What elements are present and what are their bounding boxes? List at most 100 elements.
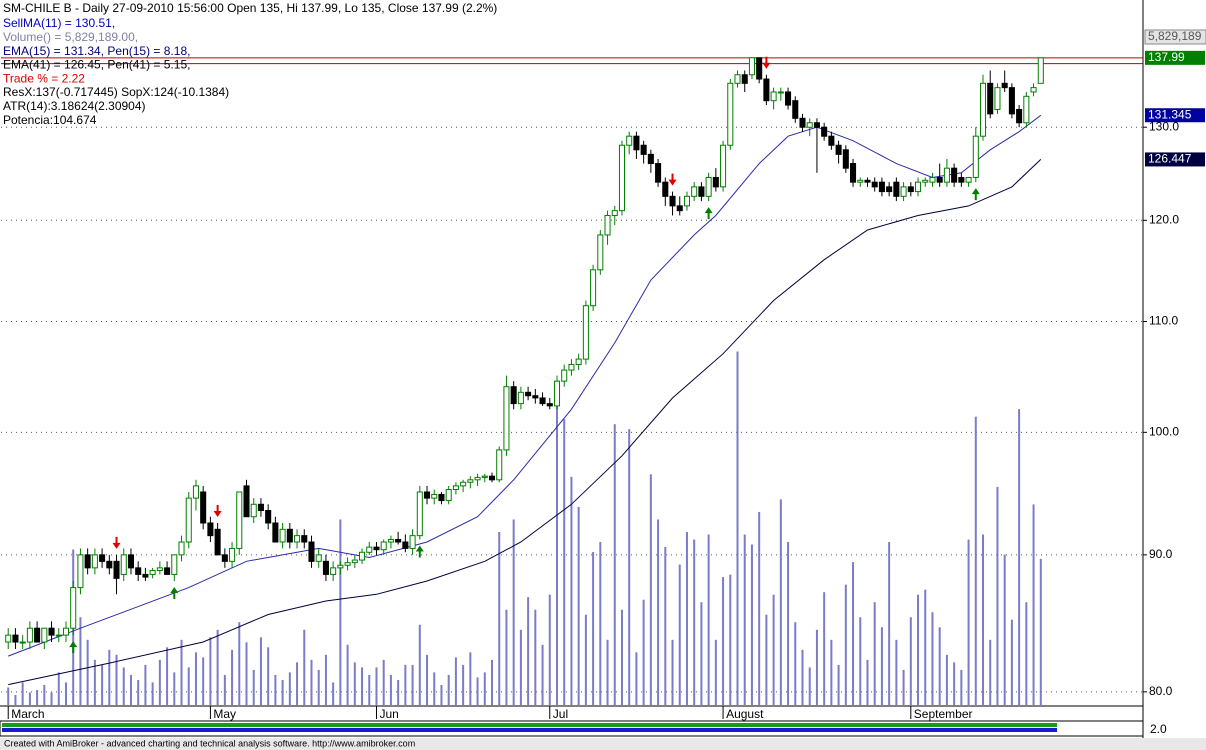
candle-body	[62, 627, 70, 636]
candle-body	[265, 509, 272, 524]
volume-bar	[772, 594, 775, 705]
candle-body	[871, 181, 878, 188]
candle-body	[640, 144, 647, 155]
volume-bar	[129, 674, 132, 705]
candle-body	[120, 554, 127, 575]
legend-entry: ATR(14):3.18624(2.30904)	[3, 99, 146, 113]
candle-body	[655, 163, 662, 183]
footer: Created with AmiBroker - advanced charti…	[4, 738, 415, 748]
volume-bar	[108, 649, 111, 705]
candle-body	[532, 395, 539, 399]
volume-bar	[281, 679, 284, 705]
candle-body	[770, 91, 777, 102]
volume-bar	[729, 574, 732, 705]
volume-bar	[548, 594, 551, 705]
sell-arrow	[213, 505, 222, 518]
volume-bar	[880, 627, 883, 705]
volume-bar	[14, 694, 17, 705]
buy-arrow	[69, 641, 78, 654]
candle-body	[741, 74, 748, 84]
volume-bar	[259, 637, 262, 705]
candle-body	[626, 135, 633, 146]
candle-body	[691, 186, 698, 197]
volume-bar	[339, 519, 342, 705]
volume-bar	[917, 594, 920, 705]
candle-body	[748, 57, 755, 76]
volume-bar	[750, 544, 753, 705]
candle-body	[308, 541, 315, 562]
volume-bar	[324, 654, 327, 705]
candle-body	[821, 126, 828, 137]
volume-bar	[649, 474, 652, 705]
volume-bar	[86, 639, 89, 705]
volume-bar	[426, 654, 429, 705]
candle-body	[900, 186, 907, 197]
candle-body	[366, 546, 373, 553]
candle-body	[135, 567, 142, 575]
candle-body	[481, 475, 488, 478]
volume-bar	[1010, 619, 1013, 705]
candle-body	[70, 587, 77, 629]
candle-body	[575, 358, 582, 366]
candle-body	[597, 234, 604, 271]
candle-body	[792, 100, 799, 119]
candle-body	[915, 181, 922, 193]
candle-body	[156, 567, 163, 571]
candle-body	[236, 491, 243, 549]
volume-bar	[808, 667, 811, 705]
candle-body	[171, 554, 178, 575]
candle-body	[561, 369, 568, 382]
candle-body	[994, 87, 1001, 110]
volume-bar	[158, 659, 161, 705]
volume-bar	[527, 597, 530, 705]
price-tag: 126.447	[1148, 152, 1192, 166]
volume-bar	[180, 639, 183, 705]
volume-bar	[1032, 504, 1035, 705]
buy-arrow	[170, 587, 179, 600]
candle-body	[712, 176, 719, 188]
candle-body	[359, 551, 366, 561]
volume-bar	[382, 659, 385, 705]
volume-tag: 5,829,189	[1148, 29, 1202, 43]
chart-title: SM-CHILE B - Daily 27-09-2010 15:56:00 O…	[3, 1, 497, 15]
candle-body	[229, 547, 236, 562]
legend-entry: Trade % = 2.22	[3, 71, 85, 85]
volume-bar	[1003, 554, 1006, 705]
volume-bar	[115, 654, 118, 705]
candle-body	[185, 497, 192, 543]
candle-body	[835, 144, 842, 155]
volume-bar	[945, 654, 948, 705]
volume-bar	[21, 682, 24, 705]
volume-bar	[1025, 602, 1028, 705]
candle-body	[243, 485, 250, 518]
candle-body	[611, 210, 618, 216]
candle-body	[806, 122, 813, 128]
volume-bar	[7, 687, 10, 705]
y-tick-label: 110.0	[1149, 314, 1178, 328]
volume-bar	[93, 659, 96, 705]
volume-bar	[64, 682, 67, 705]
candle-body	[698, 186, 705, 197]
candle-body	[633, 135, 640, 151]
candle-body	[19, 641, 26, 644]
candle-body	[460, 481, 467, 487]
candle-body	[922, 179, 929, 183]
volume-bar	[635, 652, 638, 705]
footer-bar	[0, 738, 1206, 750]
candle-body	[207, 522, 214, 537]
candle-body	[503, 386, 510, 451]
volume-bar	[736, 351, 739, 705]
volume-bar	[332, 682, 335, 705]
candle-body	[164, 567, 171, 575]
candle-body	[842, 149, 849, 169]
candle-body	[618, 144, 626, 212]
volume-bar	[267, 647, 270, 705]
candle-body	[958, 176, 965, 183]
candle-body	[886, 186, 893, 193]
candle-body	[756, 57, 763, 80]
candle-body	[395, 538, 402, 543]
volume-bar	[296, 662, 299, 705]
volume-bar	[830, 639, 833, 705]
candle-body	[496, 449, 503, 481]
